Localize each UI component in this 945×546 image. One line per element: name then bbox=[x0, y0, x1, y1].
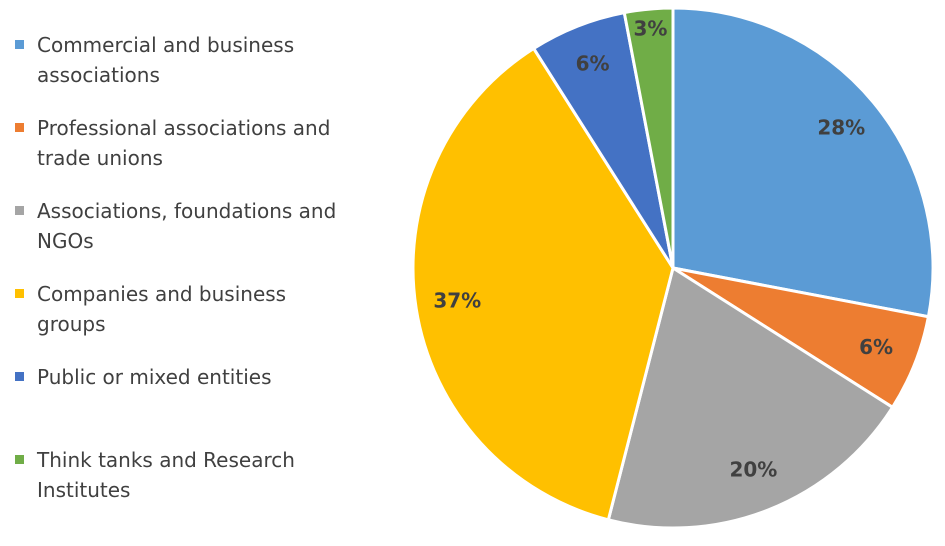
legend-swatch bbox=[15, 455, 24, 464]
legend-label: Companies and business groups bbox=[37, 282, 287, 336]
legend-swatch bbox=[15, 40, 24, 49]
legend-item: Public or mixed entities bbox=[15, 362, 345, 445]
legend-swatch bbox=[15, 206, 24, 215]
data-label: 20% bbox=[729, 458, 777, 482]
legend-label: Public or mixed entities bbox=[37, 365, 272, 389]
data-label: 28% bbox=[817, 115, 865, 139]
pie-slice bbox=[671, 6, 935, 319]
pie-slice bbox=[606, 265, 895, 530]
legend-label: Commercial and business associations bbox=[37, 33, 295, 87]
legend: Commercial and business associations Prof… bbox=[15, 30, 345, 528]
data-label: 6% bbox=[576, 51, 610, 75]
pie-slice bbox=[622, 6, 675, 269]
legend-label: Associations, foundations and NGOs bbox=[37, 199, 337, 253]
legend-item: Associations, foundations and NGOs bbox=[15, 196, 345, 279]
legend-item: Companies and business groups bbox=[15, 279, 345, 362]
legend-swatch bbox=[15, 123, 24, 132]
data-label: 6% bbox=[859, 335, 893, 359]
legend-swatch bbox=[15, 289, 24, 298]
legend-item: Commercial and business associations bbox=[15, 30, 345, 113]
legend-label: Professional associations and trade unio… bbox=[37, 116, 331, 170]
legend-item: Think tanks and Research Institutes bbox=[15, 445, 345, 528]
legend-label: Think tanks and Research Institutes bbox=[37, 448, 295, 502]
legend-item: Professional associations and trade unio… bbox=[15, 113, 345, 196]
data-label: 37% bbox=[433, 289, 481, 313]
data-label: 3% bbox=[634, 16, 668, 40]
legend-swatch bbox=[15, 372, 24, 381]
